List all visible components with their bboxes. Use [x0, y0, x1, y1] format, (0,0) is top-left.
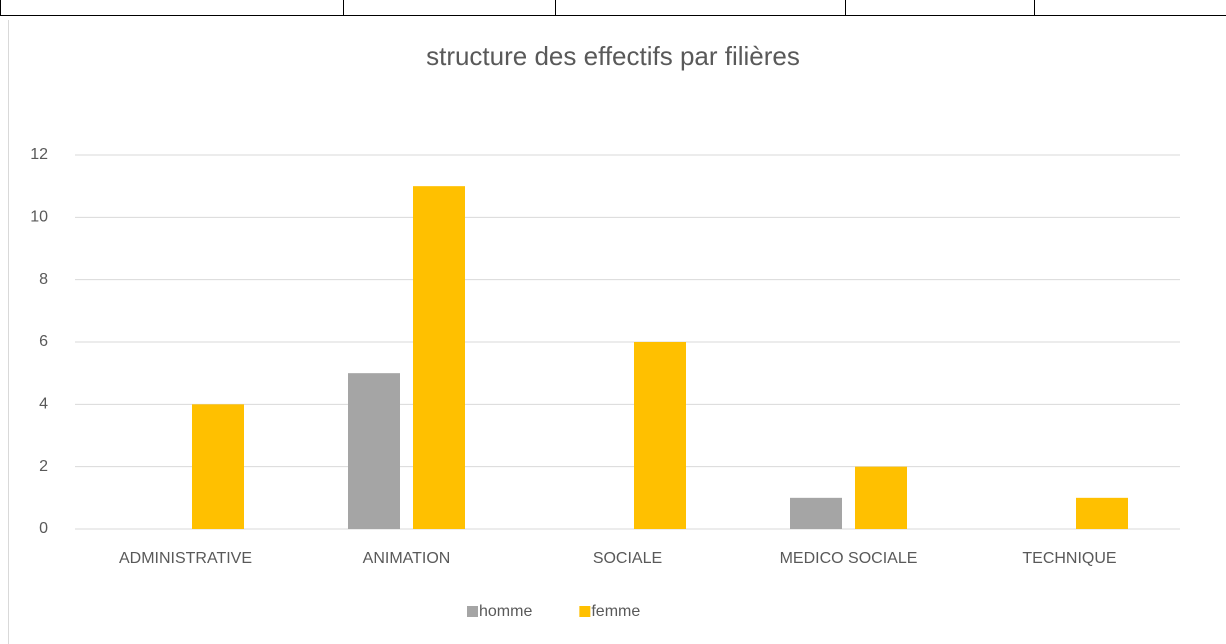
legend-swatch — [579, 606, 591, 617]
y-tick-label: 6 — [39, 333, 48, 350]
y-tick-label: 2 — [39, 458, 48, 475]
chart-title: structure des effectifs par filières — [426, 41, 800, 71]
x-tick-label: MEDICO SOCIALE — [780, 550, 918, 567]
y-tick-label: 8 — [39, 271, 48, 288]
bar — [855, 466, 907, 529]
bar — [790, 497, 842, 529]
y-tick-label: 10 — [30, 209, 48, 226]
y-tick-label: 0 — [39, 520, 48, 537]
bar — [1076, 497, 1128, 529]
legend-swatch — [467, 606, 478, 617]
x-tick-label: ANIMATION — [363, 550, 451, 567]
bar — [634, 342, 686, 529]
legend-label: homme — [479, 603, 532, 620]
x-tick-label: SOCIALE — [593, 550, 662, 567]
x-tick-label: TECHNIQUE — [1022, 550, 1116, 567]
y-tick-label: 4 — [39, 396, 48, 413]
bar — [192, 404, 244, 529]
bar — [413, 186, 465, 529]
y-tick-label: 12 — [30, 146, 48, 163]
bar — [348, 373, 400, 529]
table-borders — [0, 0, 1226, 16]
legend-label: femme — [591, 603, 640, 620]
x-tick-label: ADMINISTRATIVE — [119, 550, 252, 567]
